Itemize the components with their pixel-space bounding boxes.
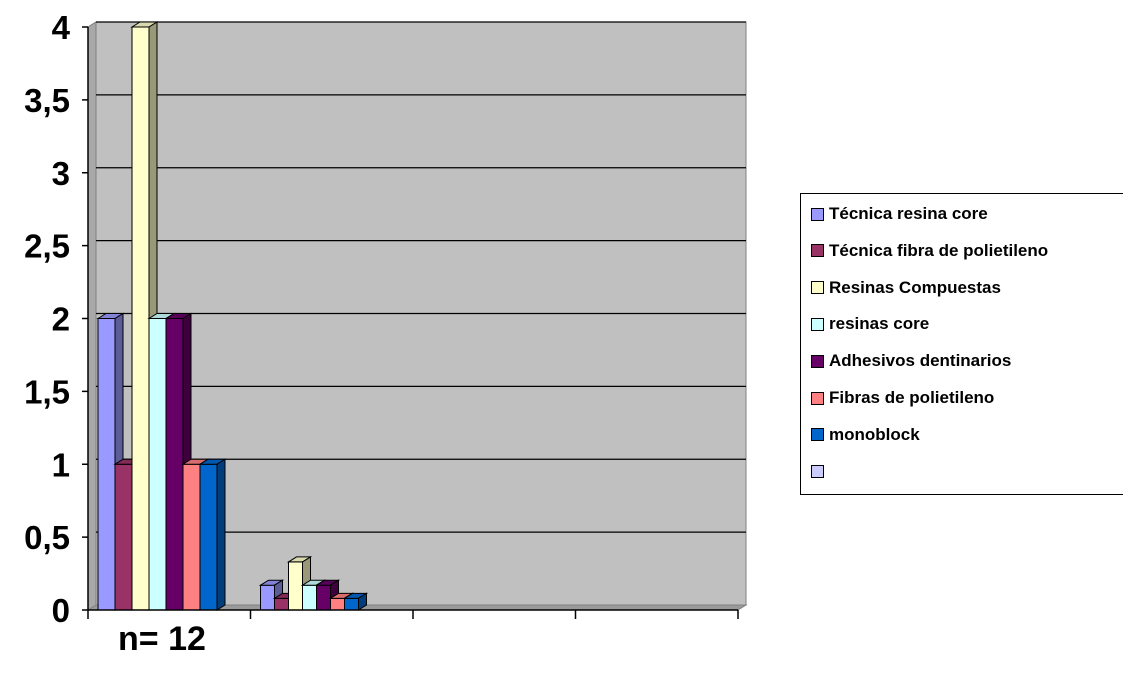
side-wall <box>87 21 97 611</box>
legend-swatch <box>811 354 824 368</box>
bar-front <box>165 318 184 611</box>
bar-front <box>148 318 167 611</box>
bar <box>198 458 227 611</box>
bar-front <box>260 584 275 611</box>
legend: Técnica resina core Técnica fibra de poli… <box>800 193 1123 495</box>
bar-front <box>344 597 359 611</box>
gridlines <box>96 21 746 533</box>
y-tick-label: 3,5 <box>24 82 70 119</box>
legend-swatch <box>811 465 824 479</box>
bars <box>96 21 369 611</box>
y-tick-label: 1 <box>52 446 70 483</box>
legend-item: resinas core <box>811 313 929 335</box>
legend-label: Resinas Compuestas <box>829 277 1001 297</box>
legend-label: monoblock <box>829 424 920 444</box>
legend-item: Técnica resina core <box>811 203 988 225</box>
legend-item: Fibras de polietileno <box>811 387 994 409</box>
legend-label: Fibras de polietileno <box>829 388 995 407</box>
legend-swatch <box>811 428 824 442</box>
bar-side <box>358 592 367 611</box>
legend-swatch <box>811 391 824 405</box>
bar-front <box>302 584 317 611</box>
legend-swatch <box>811 207 824 221</box>
legend-swatch <box>811 244 824 258</box>
bar-front <box>131 26 150 611</box>
legend-label: Técnica fibra de polietileno <box>829 240 1049 260</box>
legend-label: Adhesivos dentinarios <box>829 351 1012 371</box>
x-axis-label: n= 12 <box>118 620 206 658</box>
y-tick-label: 4 <box>52 9 71 46</box>
legend-item: monoblock <box>811 424 920 446</box>
legend-item: Adhesivos dentinarios <box>811 350 1011 372</box>
bar-front <box>330 597 345 611</box>
bar <box>342 592 369 611</box>
bar-front <box>182 463 201 611</box>
bar-front <box>114 463 133 611</box>
legend-swatch <box>811 281 824 295</box>
y-tick-label: 0 <box>52 592 70 629</box>
bar-front <box>288 561 303 611</box>
bar-side <box>216 458 226 611</box>
bar-front <box>199 463 218 611</box>
axes <box>82 26 739 619</box>
bar-front <box>316 584 331 611</box>
y-tick-label: 0,5 <box>24 519 70 556</box>
legend-label: Técnica resina core <box>829 204 988 223</box>
legend-item: Resinas Compuestas <box>811 277 1001 299</box>
legend-item: Técnica fibra de polietileno <box>811 240 1048 262</box>
y-tick-labels: 0 0,5 1 1,5 2 2,5 3 3,5 4 <box>24 9 71 629</box>
bar-front <box>274 597 289 611</box>
y-tick-label: 2 <box>52 301 70 338</box>
legend-swatch <box>811 317 824 331</box>
y-tick-label: 1,5 <box>24 373 70 410</box>
bar-front <box>97 318 116 611</box>
legend-item <box>811 461 829 483</box>
y-tick-label: 2,5 <box>24 228 70 265</box>
y-tick-label: 3 <box>52 155 70 192</box>
legend-label: resinas core <box>829 314 930 334</box>
